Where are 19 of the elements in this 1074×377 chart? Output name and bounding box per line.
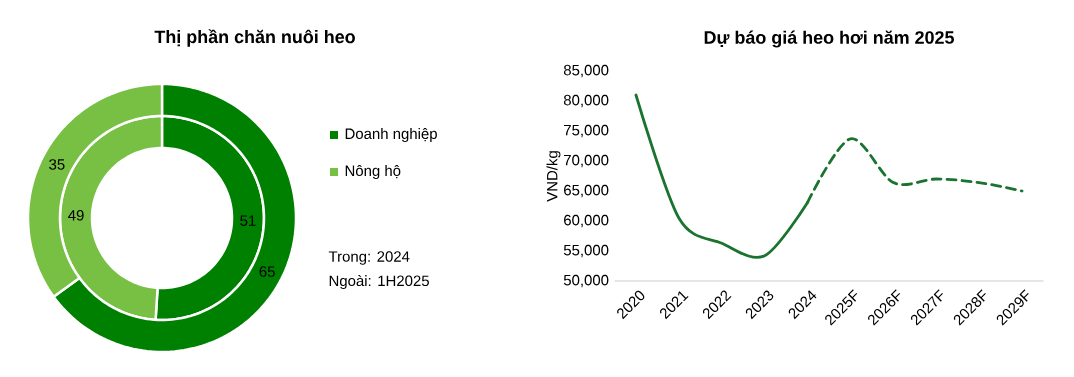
data-label: 65 bbox=[259, 266, 275, 277]
y-tick-label: 60,000 bbox=[564, 214, 609, 228]
y-axis-title: VND/kg bbox=[546, 151, 561, 202]
data-label: 35 bbox=[49, 159, 65, 170]
chart-title: Dự báo giá heo hơi năm 2025 bbox=[704, 30, 954, 48]
text: Ngoài: 1H2025 bbox=[329, 274, 429, 290]
data-label: 51 bbox=[240, 215, 256, 226]
legend-label: Nông hộ bbox=[345, 165, 401, 179]
y-tick-label: 65,000 bbox=[564, 184, 609, 198]
y-tick-label: 85,000 bbox=[563, 64, 609, 78]
legend-label: Doanh nghiệp bbox=[345, 128, 437, 142]
y-tick-label: 55,000 bbox=[563, 244, 609, 258]
text: Trong: 2024 bbox=[328, 251, 410, 265]
y-tick-label: 75,000 bbox=[564, 124, 609, 138]
y-tick-label: 80,000 bbox=[563, 94, 609, 108]
y-tick-label: 70,000 bbox=[564, 154, 609, 168]
y-tick-label: 50,000 bbox=[563, 274, 609, 288]
data-label: 49 bbox=[68, 210, 84, 221]
chart-title: Thị phần chăn nuôi heo bbox=[154, 29, 355, 47]
